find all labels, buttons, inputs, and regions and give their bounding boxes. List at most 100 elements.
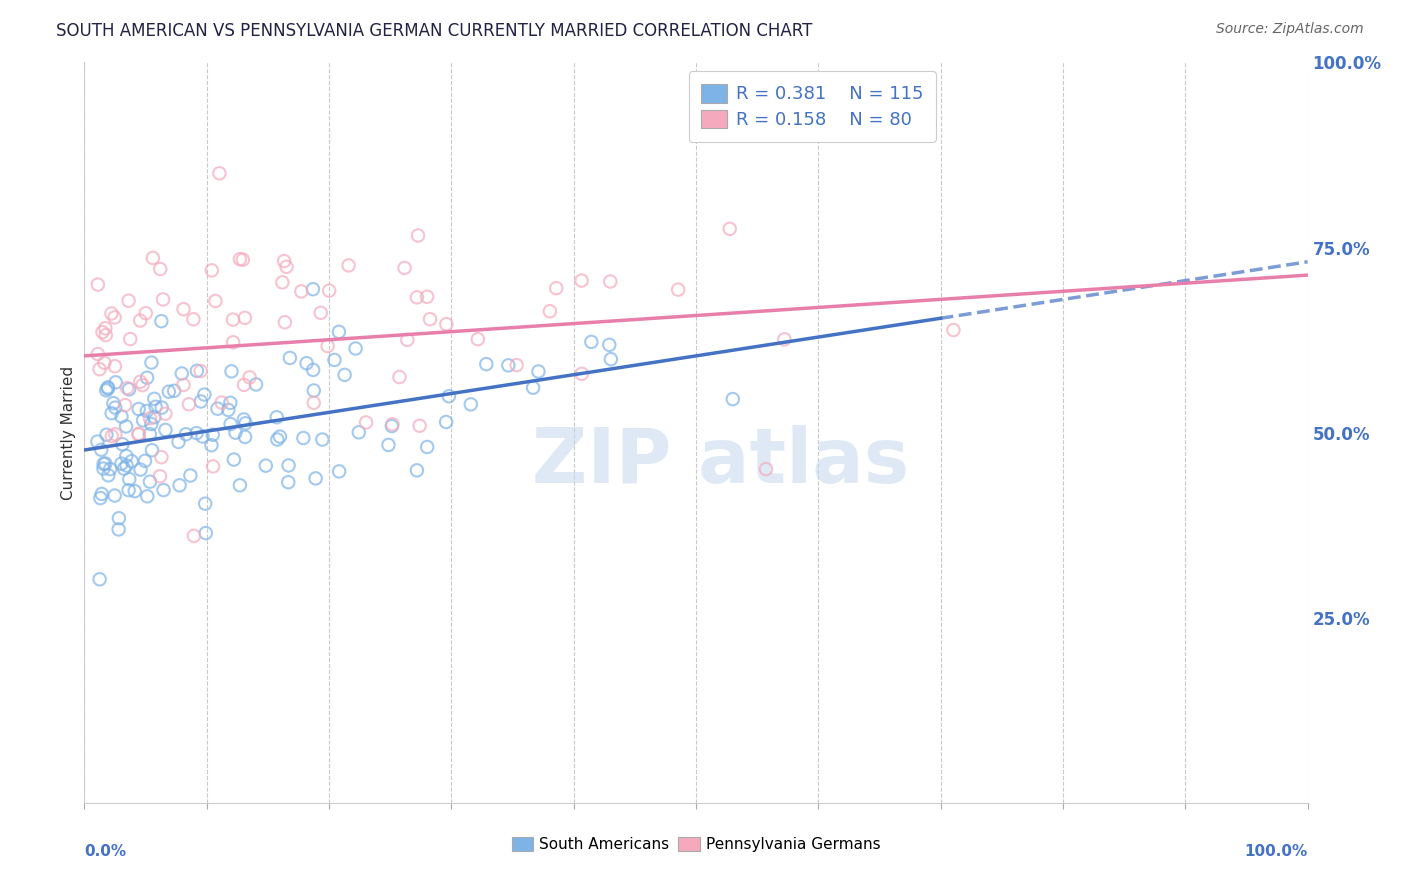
Point [129, 375, 152, 389]
Point [546, 281, 568, 295]
Point [316, 339, 339, 353]
Point [128, 402, 150, 417]
Point [304, 471, 326, 485]
Point [177, 397, 200, 411]
Point [416, 290, 439, 304]
Point [200, 438, 222, 452]
Point [245, 377, 267, 392]
Point [266, 410, 288, 425]
Point [266, 433, 288, 447]
Point [87, 347, 110, 361]
Point [599, 352, 621, 367]
Point [377, 438, 399, 452]
Point [527, 364, 550, 378]
Point [97, 382, 120, 396]
Point [190, 364, 212, 378]
Point [498, 359, 520, 373]
Legend: South Americans, Pennsylvania Germans: South Americans, Pennsylvania Germans [505, 830, 887, 858]
Point [302, 363, 325, 377]
Point [157, 384, 180, 399]
Point [194, 526, 217, 541]
Point [155, 423, 177, 437]
Point [170, 367, 193, 381]
Point [276, 260, 298, 274]
Point [100, 429, 122, 443]
Point [108, 511, 131, 525]
Point [98, 462, 121, 476]
Point [93, 356, 115, 370]
Point [150, 401, 173, 415]
Point [169, 478, 191, 492]
Point [323, 353, 346, 368]
Point [437, 389, 460, 403]
Point [598, 338, 620, 352]
Point [522, 381, 544, 395]
Point [229, 252, 252, 267]
Point [152, 483, 174, 497]
Point [408, 418, 430, 433]
Y-axis label: Currently Married: Currently Married [60, 366, 76, 500]
Point [89, 362, 111, 376]
Point [104, 489, 127, 503]
Point [104, 376, 127, 390]
Point [97, 380, 120, 394]
Point [118, 382, 141, 396]
Point [666, 283, 689, 297]
Point [111, 437, 134, 451]
Point [233, 430, 256, 444]
Point [311, 433, 333, 447]
Point [149, 469, 172, 483]
Point [344, 342, 367, 356]
Point [388, 370, 411, 384]
Point [134, 454, 156, 468]
Point [721, 392, 744, 406]
Point [94, 457, 117, 471]
Point [222, 312, 245, 326]
Point [135, 306, 157, 320]
Point [406, 228, 429, 243]
Point [396, 333, 419, 347]
Point [942, 323, 965, 337]
Point [190, 394, 212, 409]
Point [309, 306, 332, 320]
Point [406, 463, 429, 477]
Point [110, 457, 132, 471]
Point [94, 328, 117, 343]
Point [143, 392, 166, 406]
Point [139, 475, 162, 489]
Point [183, 529, 205, 543]
Point [135, 404, 157, 418]
Point [89, 491, 111, 505]
Point [222, 335, 245, 350]
Point [94, 321, 117, 335]
Point [538, 304, 561, 318]
Point [104, 359, 127, 374]
Point [104, 310, 127, 325]
Point [150, 314, 173, 328]
Point [292, 431, 315, 445]
Point [202, 459, 225, 474]
Point [302, 384, 325, 398]
Point [100, 406, 122, 420]
Point [174, 427, 197, 442]
Point [273, 254, 295, 268]
Point [114, 398, 136, 412]
Text: SOUTH AMERICAN VS PENNSYLVANIA GERMAN CURRENTLY MARRIED CORRELATION CHART: SOUTH AMERICAN VS PENNSYLVANIA GERMAN CU… [56, 22, 813, 40]
Point [96, 427, 118, 442]
Point [219, 417, 242, 431]
Point [295, 356, 318, 370]
Point [115, 419, 138, 434]
Point [328, 464, 350, 478]
Point [434, 317, 457, 331]
Point [186, 364, 208, 378]
Point [475, 357, 498, 371]
Point [191, 429, 214, 443]
Point [333, 368, 356, 382]
Point [145, 400, 167, 414]
Point [354, 416, 377, 430]
Point [419, 312, 441, 326]
Point [93, 457, 115, 471]
Point [136, 370, 159, 384]
Point [271, 276, 294, 290]
Point [120, 332, 142, 346]
